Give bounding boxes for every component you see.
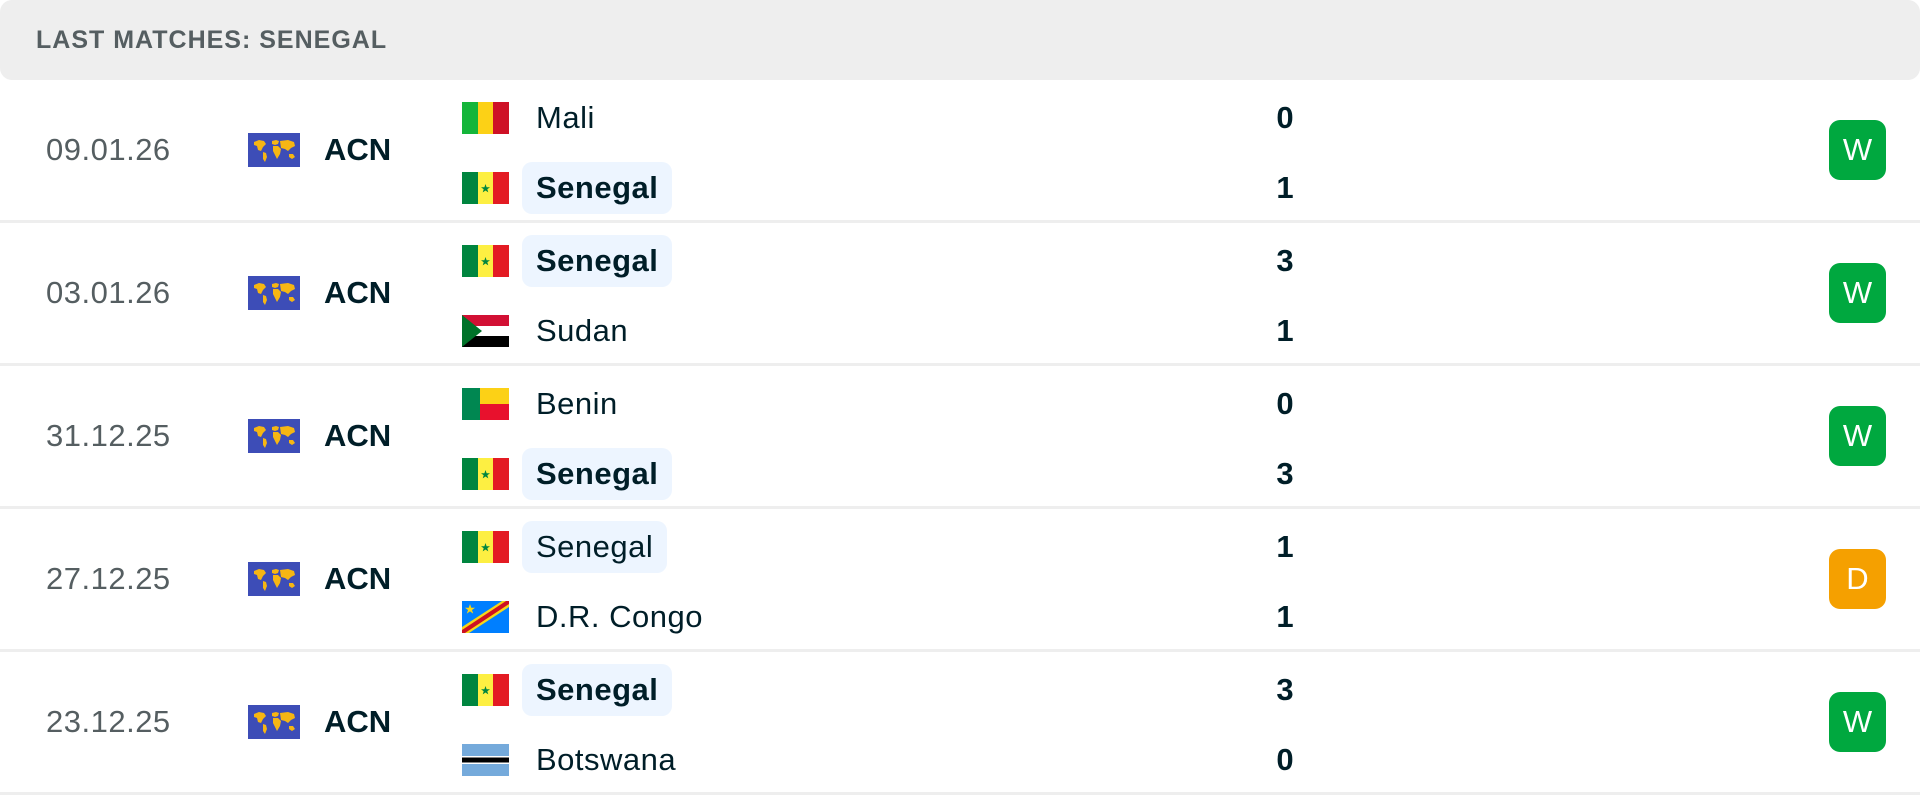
score-home: 3: [1276, 672, 1294, 707]
team-home[interactable]: Mali: [462, 92, 609, 144]
world-map-flag-icon: [248, 705, 300, 739]
competition-name: ACN: [324, 275, 392, 310]
team-away[interactable]: Botswana: [462, 734, 690, 786]
team-name: Benin: [536, 386, 618, 421]
match-row[interactable]: 23.12.25 ACN Senegal 3 Botswana 0 W: [0, 652, 1920, 795]
team-name: Senegal: [522, 235, 673, 287]
result-badge: W: [1829, 406, 1886, 466]
match-row[interactable]: 31.12.25 ACN Benin 0 Senegal 3 W: [0, 366, 1920, 509]
dr-congo-flag-icon: [462, 601, 509, 633]
team-name: Senegal: [522, 448, 673, 500]
team-name: Botswana: [536, 742, 677, 777]
botswana-flag-icon: [462, 744, 509, 776]
match-date: 09.01.26: [46, 132, 171, 167]
world-map-flag-icon: [248, 276, 300, 310]
score-away: 1: [1276, 313, 1294, 348]
team-home[interactable]: Senegal: [462, 235, 673, 287]
score-home: 0: [1276, 386, 1294, 421]
match-date: 31.12.25: [46, 418, 171, 453]
competition-name: ACN: [324, 561, 392, 596]
score-away: 0: [1276, 742, 1294, 777]
match-row[interactable]: 03.01.26 ACN Senegal 3 Sudan 1 W: [0, 223, 1920, 366]
team-name: Senegal: [522, 521, 668, 573]
world-map-flag-icon: [248, 133, 300, 167]
match-row[interactable]: 27.12.25 ACN Senegal 1 D.R. Congo 1 D: [0, 509, 1920, 652]
senegal-flag-icon: [462, 245, 509, 277]
match-date: 27.12.25: [46, 561, 171, 596]
senegal-flag-icon: [462, 531, 509, 563]
score-away: 1: [1276, 599, 1294, 634]
competition-name: ACN: [324, 418, 392, 453]
team-name: Senegal: [522, 162, 673, 214]
result-badge: D: [1829, 549, 1886, 609]
world-map-flag-icon: [248, 562, 300, 596]
match-list: 09.01.26 ACN Mali 0 Senegal 1 W 03.01.26 ACN Sene…: [0, 80, 1920, 795]
team-name: Senegal: [522, 664, 673, 716]
team-away[interactable]: Sudan: [462, 305, 642, 357]
score-away: 3: [1276, 456, 1294, 491]
match-date: 03.01.26: [46, 275, 171, 310]
benin-flag-icon: [462, 388, 509, 420]
team-name: D.R. Congo: [536, 599, 703, 634]
section-title: LAST MATCHES: SENEGAL: [36, 25, 388, 54]
score-away: 1: [1276, 170, 1294, 205]
team-name: Mali: [536, 100, 595, 135]
team-away[interactable]: D.R. Congo: [462, 591, 717, 643]
match-date: 23.12.25: [46, 704, 171, 739]
senegal-flag-icon: [462, 674, 509, 706]
result-badge: W: [1829, 263, 1886, 323]
competition-name: ACN: [324, 704, 392, 739]
score-home: 3: [1276, 243, 1294, 278]
section-header: LAST MATCHES: SENEGAL: [0, 0, 1920, 80]
sudan-flag-icon: [462, 315, 509, 347]
score-home: 1: [1276, 529, 1294, 564]
team-away[interactable]: Senegal: [462, 162, 673, 214]
match-row[interactable]: 09.01.26 ACN Mali 0 Senegal 1 W: [0, 80, 1920, 223]
world-map-flag-icon: [248, 419, 300, 453]
mali-flag-icon: [462, 102, 509, 134]
result-badge: W: [1829, 120, 1886, 180]
team-name: Sudan: [536, 313, 629, 348]
senegal-flag-icon: [462, 172, 509, 204]
team-home[interactable]: Senegal: [462, 521, 668, 573]
result-badge: W: [1829, 692, 1886, 752]
team-home[interactable]: Senegal: [462, 664, 673, 716]
team-away[interactable]: Senegal: [462, 448, 673, 500]
team-home[interactable]: Benin: [462, 378, 632, 430]
senegal-flag-icon: [462, 458, 509, 490]
competition-name: ACN: [324, 132, 392, 167]
score-home: 0: [1276, 100, 1294, 135]
